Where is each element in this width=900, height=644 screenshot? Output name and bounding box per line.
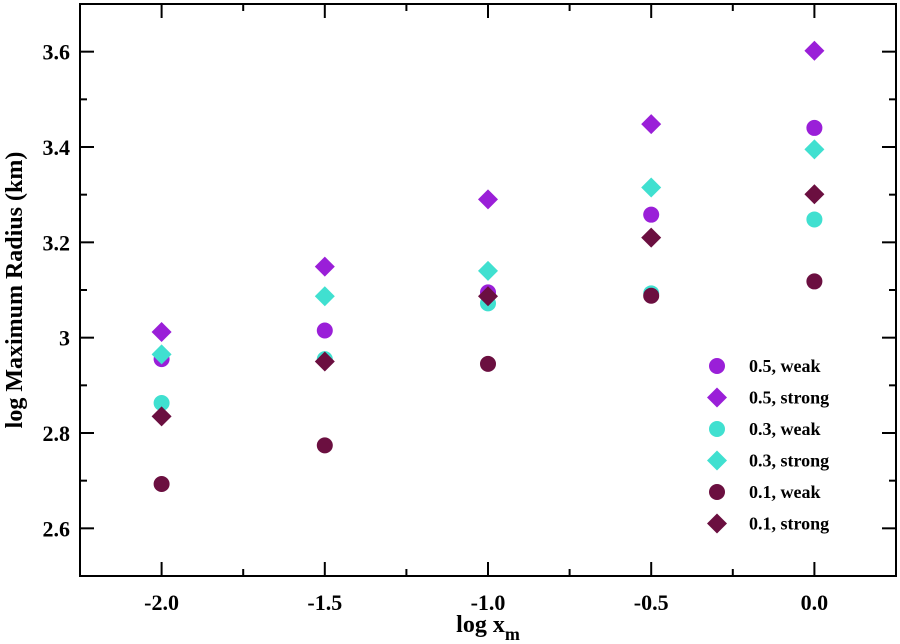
- data-point-diamond: [478, 260, 498, 281]
- x-tick-label: -1.0: [471, 590, 506, 615]
- data-point-circle: [806, 119, 823, 136]
- data-point-circle: [806, 273, 823, 290]
- legend-marker-circle: [709, 358, 725, 374]
- legend-marker-circle: [709, 421, 725, 437]
- legend-marker-diamond: [707, 513, 727, 534]
- x-tick-label: -1.5: [307, 590, 342, 615]
- x-axis-title-subscript: m: [505, 624, 520, 644]
- legend-item: 0.5, weak: [709, 356, 821, 376]
- data-point-circle: [806, 211, 823, 228]
- data-point-diamond: [804, 184, 825, 205]
- legend: 0.5, weak 0.5, strong 0.3, weak 0.3, strong…: [707, 356, 829, 534]
- y-tick-label: 2.6: [43, 516, 71, 541]
- series-0-3-weak: [153, 211, 823, 411]
- data-point-circle: [316, 322, 333, 339]
- data-point-diamond: [478, 189, 498, 210]
- legend-label: 0.3, strong: [749, 451, 829, 471]
- data-point-circle: [643, 206, 660, 223]
- legend-label: 0.3, weak: [749, 419, 821, 439]
- legend-label: 0.1, strong: [749, 514, 829, 534]
- data-point-diamond: [478, 286, 498, 307]
- legend-label: 0.5, weak: [749, 356, 821, 376]
- x-axis-title-main: log x: [456, 612, 505, 638]
- data-point-circle: [643, 287, 660, 304]
- series-0-1-weak: [153, 273, 823, 493]
- plot-frame: [79, 3, 897, 577]
- legend-label: 0.5, strong: [749, 388, 829, 408]
- series-0-1-strong: [151, 184, 825, 427]
- series-0-3-strong: [151, 139, 825, 365]
- data-point-diamond: [151, 321, 172, 342]
- y-tick-label: 3.2: [43, 230, 71, 255]
- legend-item: 0.3, weak: [709, 419, 821, 439]
- data-point-circle: [153, 476, 170, 493]
- legend-item: 0.5, strong: [707, 387, 829, 408]
- data-point-diamond: [804, 139, 825, 160]
- y-tick-label: 2.8: [43, 421, 71, 446]
- legend-item: 0.1, weak: [709, 482, 821, 502]
- y-tick-label: 3: [59, 326, 70, 351]
- data-point-diamond: [151, 406, 172, 427]
- legend-marker-diamond: [707, 450, 727, 471]
- points-layer: [151, 40, 825, 493]
- data-point-diamond: [151, 344, 172, 365]
- series-0-5-strong: [151, 40, 825, 342]
- data-point-circle: [316, 437, 333, 454]
- data-point-diamond: [314, 256, 335, 277]
- legend-marker-diamond: [707, 387, 727, 408]
- x-tick-label: 0.0: [801, 590, 829, 615]
- legend-label: 0.1, weak: [749, 482, 821, 502]
- series-0-5-weak: [153, 119, 823, 368]
- data-point-circle: [153, 394, 170, 411]
- y-tick-label: 3.4: [43, 135, 71, 160]
- data-point-diamond: [314, 286, 335, 307]
- ticks-layer: -2.0 -1.5 -1.0 -0.5 0.0 2.6 2.8 3 3.2 3.4 3.6: [43, 4, 896, 615]
- legend-item: 0.3, strong: [707, 450, 829, 471]
- data-point-diamond: [641, 114, 662, 135]
- data-point-diamond: [641, 227, 662, 248]
- y-axis-title: log Maximum Radius (km): [2, 152, 28, 429]
- data-point-diamond: [641, 177, 662, 198]
- x-tick-label: -0.5: [634, 590, 669, 615]
- y-tick-label: 3.6: [43, 40, 71, 65]
- x-axis-title: log xm: [456, 612, 520, 644]
- data-point-diamond: [314, 351, 335, 372]
- legend-item: 0.1, strong: [707, 513, 829, 534]
- x-tick-label: -2.0: [144, 590, 179, 615]
- legend-marker-circle: [709, 484, 725, 500]
- data-point-diamond: [804, 40, 825, 61]
- data-point-circle: [480, 355, 496, 372]
